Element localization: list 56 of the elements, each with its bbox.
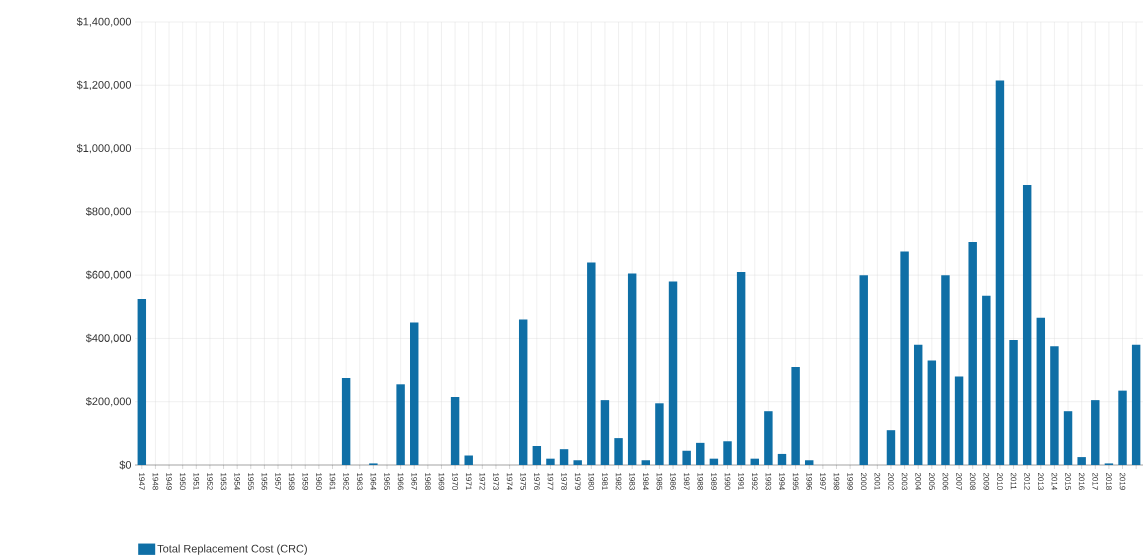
bar xyxy=(1009,340,1018,465)
bar xyxy=(464,455,473,465)
bar xyxy=(1131,344,1141,465)
bar xyxy=(532,446,542,465)
bar xyxy=(723,441,732,465)
y-tick-label: $1,200,000 xyxy=(76,80,132,91)
bar xyxy=(1022,184,1032,465)
bar xyxy=(886,430,896,465)
bar xyxy=(913,344,923,465)
bar xyxy=(709,458,719,465)
bar xyxy=(600,400,610,465)
bar xyxy=(859,275,868,465)
bar xyxy=(941,275,950,465)
y-tick-label: $1,000,000 xyxy=(76,143,132,154)
bar xyxy=(546,458,555,465)
bar xyxy=(396,384,405,465)
y-tick-label: $200,000 xyxy=(85,396,132,407)
bar xyxy=(900,251,909,465)
bar xyxy=(137,298,147,465)
bar xyxy=(805,460,814,465)
bar xyxy=(927,360,937,465)
bar xyxy=(587,262,596,465)
bar xyxy=(777,453,787,465)
bar xyxy=(682,450,691,465)
bar xyxy=(1063,411,1073,465)
bar xyxy=(641,460,651,465)
bar xyxy=(736,271,746,465)
bar xyxy=(668,281,678,465)
bar xyxy=(655,403,664,465)
bar xyxy=(518,319,528,465)
y-tick-label: $0 xyxy=(119,460,132,470)
bar xyxy=(627,273,637,465)
bar xyxy=(341,377,351,465)
bar xyxy=(1118,390,1127,465)
bar xyxy=(995,80,1005,465)
y-tick-label: $400,000 xyxy=(85,333,132,344)
y-tick-label: $800,000 xyxy=(85,207,132,217)
bar xyxy=(559,449,569,465)
bar xyxy=(982,295,991,465)
bar xyxy=(410,322,419,465)
bar xyxy=(1077,457,1086,465)
bar xyxy=(764,411,773,465)
bar xyxy=(614,438,623,465)
bar xyxy=(1091,400,1100,465)
bar xyxy=(450,396,460,465)
bar xyxy=(791,366,800,465)
bar xyxy=(750,458,759,465)
bar xyxy=(573,460,582,465)
bar xyxy=(1050,346,1059,465)
bar xyxy=(968,241,977,465)
legend-label: Total Replacement Cost (CRC) xyxy=(157,544,307,555)
y-tick-label: $1,400,000 xyxy=(76,17,132,27)
bar xyxy=(954,376,964,465)
bar xyxy=(696,442,705,465)
bar xyxy=(1036,317,1046,465)
y-tick-label: $600,000 xyxy=(85,270,132,280)
